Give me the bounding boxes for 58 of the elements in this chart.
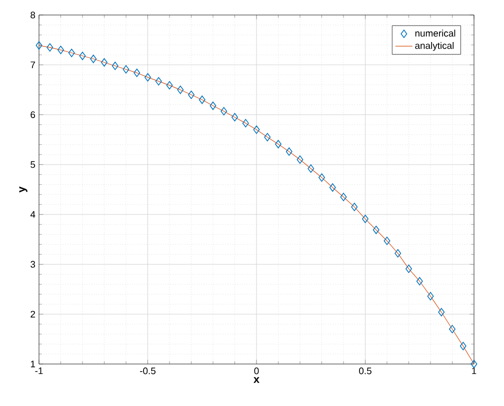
point xyxy=(384,236,390,246)
point xyxy=(470,360,478,368)
point xyxy=(449,324,456,334)
y-axis-title: y xyxy=(19,186,28,192)
point xyxy=(329,183,336,192)
point xyxy=(438,308,445,316)
point xyxy=(416,277,423,286)
x-tick-label: 0.5 xyxy=(359,368,372,374)
x-axis-title: x xyxy=(254,377,260,383)
point xyxy=(166,81,173,90)
point xyxy=(198,96,206,104)
point xyxy=(188,90,194,99)
point xyxy=(253,125,260,134)
point xyxy=(101,58,108,67)
point xyxy=(427,292,434,300)
point xyxy=(232,113,238,122)
point xyxy=(264,132,271,142)
point xyxy=(351,202,358,212)
legend-label: numerical xyxy=(415,30,456,37)
point xyxy=(144,73,151,82)
point xyxy=(340,192,347,202)
point xyxy=(308,164,314,173)
point xyxy=(155,77,162,86)
point xyxy=(242,119,249,128)
point xyxy=(112,62,118,70)
y-tick-label: 4 xyxy=(30,211,36,218)
y-tick-label: 7 xyxy=(30,62,36,68)
point xyxy=(296,155,304,164)
point xyxy=(286,147,292,156)
point xyxy=(394,249,402,258)
point xyxy=(46,43,54,52)
point xyxy=(275,140,282,148)
point xyxy=(220,107,228,116)
point xyxy=(68,48,75,58)
y-tick-label: 6 xyxy=(30,111,36,118)
x-tick-label: 1 xyxy=(472,368,476,374)
x-tick-label: -1 xyxy=(35,368,43,374)
point xyxy=(318,173,325,182)
y-tick-label: 1 xyxy=(30,360,36,368)
point xyxy=(36,41,42,50)
point xyxy=(122,65,130,74)
point xyxy=(362,214,368,224)
point xyxy=(406,264,412,273)
legend-label: analytical xyxy=(415,42,454,51)
point xyxy=(134,68,140,78)
x-tick-label: 0 xyxy=(254,368,259,374)
point xyxy=(79,52,86,60)
point xyxy=(90,54,97,64)
y-tick-label: 8 xyxy=(30,12,36,18)
point xyxy=(177,86,184,94)
y-tick-label: 5 xyxy=(30,161,36,168)
x-tick-label: -0.5 xyxy=(140,368,156,374)
point xyxy=(58,46,64,54)
y-tick-label: 3 xyxy=(30,260,36,268)
point xyxy=(460,342,466,350)
y-tick-label: 2 xyxy=(30,310,36,318)
point xyxy=(210,102,216,110)
point xyxy=(372,226,380,234)
